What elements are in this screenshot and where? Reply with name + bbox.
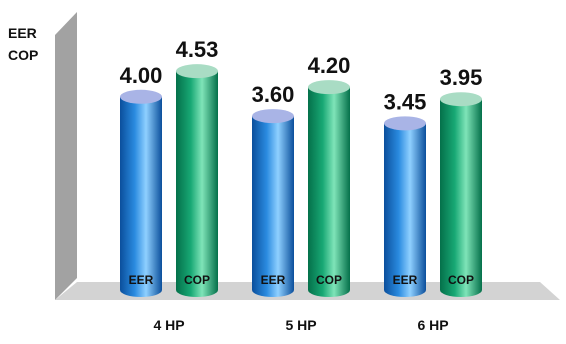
bar-eer-0 xyxy=(120,96,162,297)
bar-cap-cop-2 xyxy=(440,92,482,107)
value-label-cop-0: 4.53 xyxy=(176,37,219,62)
bar-cap-cop-1 xyxy=(308,80,350,95)
bars-group xyxy=(120,64,482,298)
bar-cap-eer-1 xyxy=(252,109,294,124)
bar-series-label-cop-0: COP xyxy=(184,273,210,287)
value-label-eer-2: 3.45 xyxy=(384,89,427,114)
y-axis-label-line-1: EER xyxy=(8,25,37,41)
bar-series-label-cop-1: COP xyxy=(316,273,342,287)
value-label-eer-0: 4.00 xyxy=(120,63,163,88)
category-label-1: 5 HP xyxy=(285,317,316,333)
bar-cop-1 xyxy=(308,87,350,297)
y-axis-label-line-2: COP xyxy=(8,47,38,63)
labels-group: 4.00 EER 4.53 COP 4 HP 3.60 EER 4.20 COP 5 HP 3.45… xyxy=(120,37,483,333)
bar-cap-cop-0 xyxy=(176,64,218,79)
category-label-0: 4 HP xyxy=(153,317,184,333)
category-label-2: 6 HP xyxy=(417,317,448,333)
bar-cop-0 xyxy=(176,71,218,297)
bar-eer-1 xyxy=(252,116,294,298)
bar-series-label-cop-2: COP xyxy=(448,273,474,287)
bar-series-label-eer-2: EER xyxy=(393,273,418,287)
value-label-eer-1: 3.60 xyxy=(252,82,295,107)
bar-cap-eer-2 xyxy=(384,116,426,131)
bar-series-label-eer-1: EER xyxy=(261,273,286,287)
bar-series-label-eer-0: EER xyxy=(129,273,154,287)
chart-wall xyxy=(55,12,77,300)
value-label-cop-2: 3.95 xyxy=(440,65,483,90)
bar-cop-2 xyxy=(440,99,482,297)
bar-cap-eer-0 xyxy=(120,89,162,104)
bar-eer-2 xyxy=(384,123,426,297)
value-label-cop-1: 4.20 xyxy=(308,53,351,78)
